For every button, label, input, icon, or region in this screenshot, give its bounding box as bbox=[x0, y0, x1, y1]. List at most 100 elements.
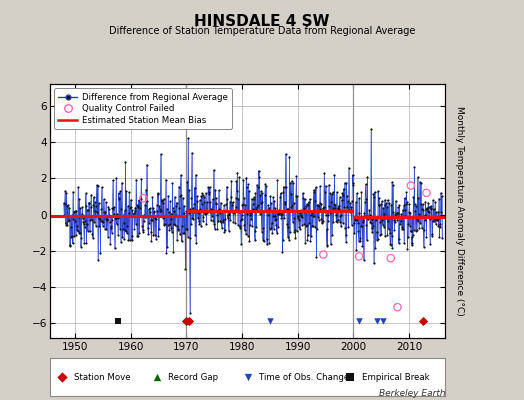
Point bbox=[244, 208, 253, 215]
Point bbox=[266, 193, 275, 199]
Point bbox=[100, 209, 108, 215]
Point bbox=[380, 197, 389, 203]
Point bbox=[427, 206, 435, 212]
Point bbox=[162, 176, 170, 183]
Point bbox=[133, 202, 141, 208]
Point bbox=[243, 184, 251, 190]
Point bbox=[268, 230, 276, 236]
Point bbox=[199, 218, 207, 224]
Point bbox=[151, 216, 160, 222]
Point bbox=[97, 205, 105, 212]
Point bbox=[122, 228, 130, 234]
Point bbox=[71, 218, 79, 224]
Point bbox=[128, 237, 136, 244]
Point bbox=[83, 206, 91, 213]
Point bbox=[225, 211, 234, 218]
Point bbox=[147, 238, 156, 244]
Point bbox=[129, 210, 138, 216]
Point bbox=[99, 222, 107, 229]
Point bbox=[238, 202, 247, 208]
Point bbox=[74, 214, 83, 220]
Point bbox=[219, 208, 227, 214]
Point bbox=[353, 190, 361, 197]
Point bbox=[317, 201, 325, 207]
Point bbox=[250, 228, 259, 235]
Point bbox=[324, 212, 333, 218]
Point bbox=[350, 182, 358, 188]
Point bbox=[253, 182, 261, 188]
Point bbox=[144, 225, 152, 231]
Point bbox=[369, 191, 378, 197]
Point bbox=[384, 197, 392, 203]
Point bbox=[434, 209, 442, 215]
Point bbox=[165, 227, 173, 234]
Point bbox=[185, 318, 193, 324]
Point bbox=[155, 203, 163, 210]
Point bbox=[105, 212, 113, 218]
Point bbox=[303, 237, 312, 244]
Point bbox=[232, 178, 241, 184]
Point bbox=[80, 239, 89, 246]
Point bbox=[160, 222, 168, 228]
Point bbox=[420, 216, 429, 223]
Point bbox=[378, 198, 386, 205]
Point bbox=[355, 195, 363, 202]
Point bbox=[434, 223, 443, 230]
Point bbox=[241, 202, 249, 208]
Point bbox=[387, 255, 395, 261]
Point bbox=[161, 220, 169, 227]
Point bbox=[417, 179, 425, 186]
Point bbox=[402, 201, 410, 208]
Point bbox=[114, 190, 123, 196]
Point bbox=[431, 216, 439, 222]
Point bbox=[376, 219, 385, 226]
Point bbox=[376, 232, 384, 238]
Point bbox=[330, 171, 339, 178]
Point bbox=[186, 310, 194, 316]
Point bbox=[431, 198, 440, 205]
Point bbox=[362, 196, 370, 202]
Point bbox=[296, 210, 304, 216]
Point bbox=[383, 204, 391, 210]
Point bbox=[211, 195, 220, 202]
Point bbox=[337, 212, 346, 218]
Point bbox=[105, 218, 114, 225]
Point bbox=[298, 222, 306, 228]
Point bbox=[180, 230, 189, 236]
Point bbox=[436, 224, 444, 231]
Point bbox=[153, 202, 161, 208]
Point bbox=[84, 228, 92, 234]
Point bbox=[183, 234, 192, 240]
Point bbox=[140, 212, 148, 218]
Point bbox=[321, 209, 329, 215]
Point bbox=[94, 200, 103, 206]
Point bbox=[129, 212, 137, 218]
Point bbox=[171, 222, 179, 229]
Point bbox=[216, 210, 224, 216]
Point bbox=[117, 238, 125, 245]
Point bbox=[373, 318, 381, 324]
Point bbox=[418, 225, 426, 231]
Y-axis label: Monthly Temperature Anomaly Difference (°C): Monthly Temperature Anomaly Difference (… bbox=[455, 106, 464, 316]
Point bbox=[174, 227, 182, 234]
Point bbox=[78, 204, 86, 210]
Point bbox=[64, 202, 72, 208]
Point bbox=[335, 206, 343, 212]
Point bbox=[142, 214, 150, 220]
Point bbox=[179, 210, 188, 216]
Point bbox=[230, 208, 238, 214]
Point bbox=[187, 221, 195, 227]
Text: Empirical Break: Empirical Break bbox=[362, 372, 430, 382]
Point bbox=[358, 242, 366, 249]
Point bbox=[401, 207, 409, 213]
Point bbox=[421, 212, 429, 218]
Point bbox=[252, 190, 260, 196]
Point bbox=[167, 210, 175, 217]
Point bbox=[117, 206, 125, 212]
Point bbox=[397, 218, 405, 224]
Point bbox=[399, 226, 407, 232]
Legend: Difference from Regional Average, Quality Control Failed, Estimated Station Mean: Difference from Regional Average, Qualit… bbox=[54, 88, 232, 129]
Point bbox=[228, 202, 236, 208]
Point bbox=[290, 229, 298, 235]
Point bbox=[357, 189, 366, 196]
